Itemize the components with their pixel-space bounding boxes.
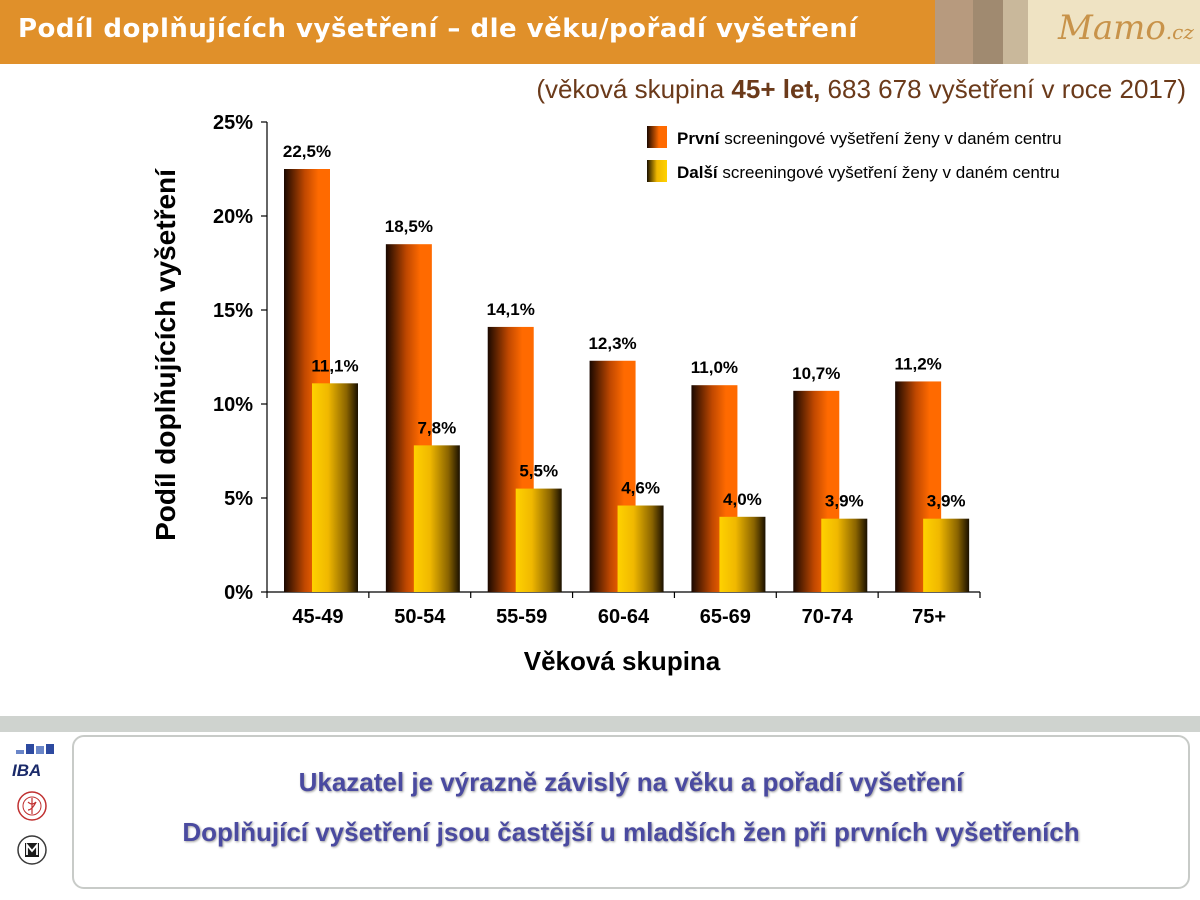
y-tick-label: 10% bbox=[213, 394, 253, 416]
data-label: 5,5% bbox=[519, 462, 558, 481]
bar-next-exam bbox=[923, 518, 970, 592]
bar-next-exam bbox=[515, 488, 562, 592]
x-axis-label: Věková skupina bbox=[523, 646, 721, 676]
x-tick-label: 50-54 bbox=[394, 606, 446, 628]
data-label: 14,1% bbox=[487, 300, 535, 319]
institution-logos: IBA bbox=[12, 744, 54, 865]
data-label: 4,6% bbox=[621, 479, 660, 498]
x-tick-label: 75+ bbox=[912, 606, 946, 628]
data-label: 10,7% bbox=[792, 364, 840, 383]
y-tick-label: 25% bbox=[213, 112, 253, 134]
bar-next-exam bbox=[719, 516, 766, 592]
legend-entry-bold: První bbox=[677, 129, 721, 148]
footer-divider bbox=[0, 716, 1200, 732]
header-bar: Podíl doplňujících vyšetření – dle věku/… bbox=[0, 0, 935, 64]
data-label: 7,8% bbox=[417, 418, 456, 437]
medical-faculty-seal bbox=[17, 791, 47, 821]
legend-swatch bbox=[647, 126, 667, 148]
x-tick-label: 60-64 bbox=[598, 606, 650, 628]
data-label: 3,9% bbox=[825, 492, 864, 511]
bar-next-exam bbox=[413, 445, 460, 592]
plot-area: 0% 5% 10% 15% 20% 25% 45-49 50-54 55-59 60-64 65-6… bbox=[213, 112, 1062, 628]
y-tick-label: 15% bbox=[213, 300, 253, 322]
legend-entry: Další screeningové vyšetření ženy v dané… bbox=[677, 163, 1060, 182]
data-label: 4,0% bbox=[723, 490, 762, 509]
logo-main: Mamo bbox=[1058, 8, 1166, 48]
subtitle-bold: 45+ let, bbox=[731, 74, 821, 104]
mamo-logo bbox=[1028, 0, 1200, 64]
iba-logo-text: IBA bbox=[12, 761, 41, 780]
university-seal bbox=[17, 835, 47, 865]
data-label: 18,5% bbox=[385, 217, 433, 236]
legend-entry: První screeningové vyšetření ženy v dané… bbox=[677, 129, 1062, 148]
data-label: 11,1% bbox=[311, 356, 358, 375]
logo-suffix: .cz bbox=[1165, 20, 1194, 44]
conclusion-line-2: Doplňující vyšetření jsou častější u mla… bbox=[182, 817, 1080, 847]
y-axis-label: Podíl doplňujících vyšetření bbox=[150, 169, 181, 541]
subtitle-prefix: (věková skupina bbox=[536, 74, 732, 104]
data-label: 11,2% bbox=[895, 354, 942, 373]
conclusion-line-1: Ukazatel je výrazně závislý na věku a po… bbox=[298, 767, 964, 797]
x-tick-label: 70-74 bbox=[802, 606, 854, 628]
legend-entry-text: screeningové vyšetření ženy v daném cent… bbox=[718, 163, 1060, 182]
page-title: Podíl doplňujících vyšetření – dle věku/… bbox=[18, 14, 858, 44]
y-tick-label: 20% bbox=[213, 206, 253, 228]
bar-next-exam bbox=[312, 383, 358, 592]
data-label: 12,3% bbox=[588, 334, 636, 353]
header: Podíl doplňujících vyšetření – dle věku/… bbox=[0, 0, 1200, 64]
iba-logo: IBA bbox=[12, 744, 54, 780]
legend-entry-text: screeningové vyšetření ženy v daném cent… bbox=[720, 129, 1062, 148]
data-label: 11,0% bbox=[691, 358, 738, 377]
mamo-logo-text: Mamo.cz bbox=[1058, 8, 1194, 48]
bar-next-exam bbox=[821, 518, 868, 592]
x-tick-label: 55-59 bbox=[496, 606, 547, 628]
data-label: 3,9% bbox=[927, 492, 966, 511]
chart-subtitle: (věková skupina 45+ let, 683 678 vyšetře… bbox=[536, 74, 1186, 105]
data-label: 22,5% bbox=[283, 142, 331, 161]
y-tick-label: 5% bbox=[224, 488, 253, 510]
legend-entry-bold: Další bbox=[677, 163, 719, 182]
bar-chart: 0% 5% 10% 15% 20% 25% 45-49 50-54 55-59 60-64 65-6… bbox=[213, 112, 1062, 628]
subtitle-suffix: 683 678 vyšetření v roce 2017) bbox=[820, 74, 1186, 104]
legend-swatch bbox=[647, 160, 667, 182]
header-stripe bbox=[1003, 0, 1028, 64]
conclusion-box: Ukazatel je výrazně závislý na věku a po… bbox=[72, 735, 1190, 889]
y-tick-label: 0% bbox=[224, 582, 253, 604]
bar-next-exam bbox=[617, 505, 664, 592]
x-tick-label: 65-69 bbox=[700, 606, 751, 628]
x-tick-label: 45-49 bbox=[292, 606, 343, 628]
header-stripe bbox=[935, 0, 973, 64]
header-stripe bbox=[973, 0, 1003, 64]
